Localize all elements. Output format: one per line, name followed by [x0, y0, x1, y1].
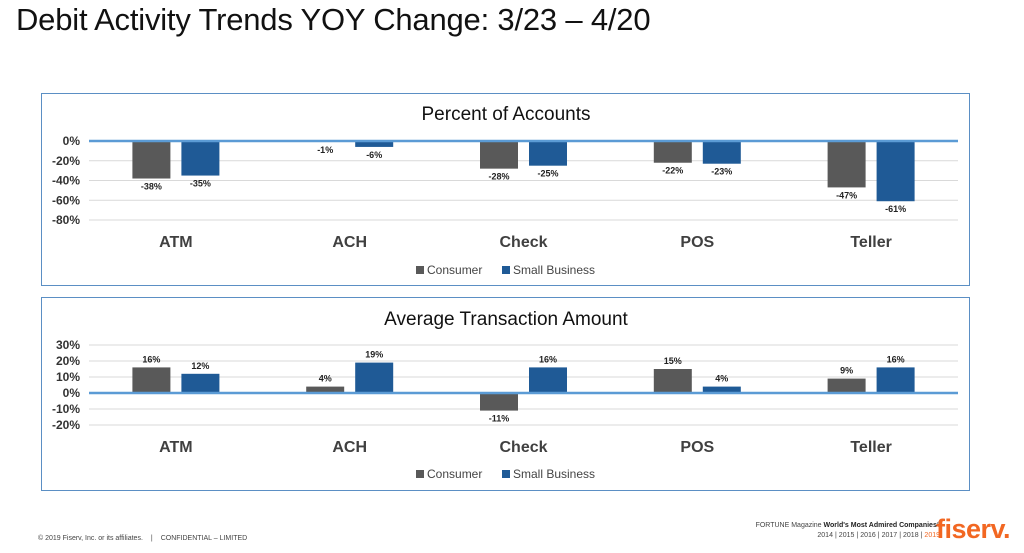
category-label: ACH — [332, 234, 367, 251]
bar-consumer — [653, 141, 692, 163]
bar-small-business — [355, 362, 394, 393]
data-label: -35% — [190, 179, 211, 189]
bar-consumer — [480, 393, 518, 411]
y-tick-label: -40% — [52, 174, 80, 188]
data-label: -38% — [141, 182, 162, 192]
legend-swatch-small-business — [502, 470, 510, 478]
y-tick-label: -20% — [52, 418, 80, 432]
chart-title: Percent of Accounts — [422, 104, 591, 125]
data-label: 4% — [715, 374, 728, 384]
category-label: ATM — [159, 439, 192, 456]
percent-of-accounts-chart: Percent of Accounts 0% -20% -40% -60% -80% -38… — [41, 93, 970, 286]
bar-small-business — [529, 367, 567, 393]
footer-separator: | — [150, 535, 153, 542]
category-label: Check — [499, 234, 547, 251]
bar-consumer — [827, 141, 866, 188]
award-year: 2014 — [817, 532, 833, 539]
slide-title: Debit Activity Trends YOY Change: 3/23 –… — [16, 2, 651, 37]
y-tick-label: 0% — [63, 386, 81, 400]
bar-small-business — [702, 141, 741, 164]
award-year: 2016 — [860, 532, 876, 539]
bar-small-business — [702, 386, 741, 393]
data-label: -22% — [662, 166, 683, 176]
y-tick-label: -60% — [52, 193, 80, 207]
fortune-bold: World's Most Admired Companies® — [823, 522, 942, 529]
avg-transaction-amount-chart: Average Transaction Amount 30% 20% 10% 0% -10… — [41, 297, 970, 491]
bar-small-business — [529, 141, 567, 166]
legend-swatch-small-business — [502, 266, 510, 274]
data-label: 4% — [319, 374, 332, 384]
bar-consumer — [653, 369, 692, 393]
bar-consumer — [480, 141, 518, 169]
award-years: 2014 | 2015 | 2016 | 2017 | 2018 | 2019 — [817, 532, 940, 539]
data-label: -6% — [366, 150, 382, 160]
data-label: -1% — [317, 145, 333, 155]
data-label: -28% — [488, 172, 509, 182]
y-tick-label: 10% — [56, 370, 80, 384]
legend-swatch-consumer — [416, 266, 424, 274]
bar-consumer — [132, 367, 171, 393]
data-label: 16% — [142, 354, 160, 364]
y-tick-label: 20% — [56, 354, 80, 368]
fortune-prefix: FORTUNE Magazine — [755, 522, 822, 529]
copyright-text: © 2019 Fiserv, Inc. or its affiliates. — [38, 535, 143, 542]
legend-label-small-business: Small Business — [513, 467, 595, 481]
data-label: -61% — [885, 204, 906, 214]
bar-small-business — [181, 373, 220, 393]
fortune-award: FORTUNE Magazine World's Most Admired Co… — [756, 521, 942, 541]
category-label: Teller — [850, 439, 892, 456]
y-tick-label: 0% — [63, 134, 81, 148]
category-label: POS — [680, 439, 714, 456]
category-label: POS — [680, 234, 714, 251]
legend-label-consumer: Consumer — [427, 467, 482, 481]
legend-label-consumer: Consumer — [427, 263, 482, 277]
bar-small-business — [181, 141, 220, 176]
data-label: -47% — [836, 190, 857, 200]
data-label: 19% — [365, 350, 383, 360]
award-year: 2019 — [924, 532, 940, 539]
data-label: 12% — [191, 361, 209, 371]
data-label: 15% — [664, 356, 682, 366]
bar-consumer — [132, 141, 171, 179]
chart-title: Average Transaction Amount — [384, 309, 628, 330]
y-tick-label: -20% — [52, 154, 80, 168]
award-year: 2015 — [838, 532, 855, 539]
data-label: -25% — [537, 169, 558, 179]
y-tick-label: -80% — [52, 213, 80, 227]
data-label: 16% — [887, 354, 905, 364]
bar-small-business — [355, 141, 394, 147]
data-label: -23% — [711, 167, 732, 177]
percent-of-accounts-svg: Percent of Accounts 0% -20% -40% -60% -80% -38… — [52, 104, 958, 277]
bar-consumer — [827, 378, 866, 393]
footer-left: © 2019 Fiserv, Inc. or its affiliates. | C… — [38, 535, 247, 542]
award-year: 2017 — [881, 532, 898, 539]
category-label: Teller — [850, 234, 892, 251]
fiserv-logo: fiserv. — [935, 514, 1011, 544]
legend-swatch-consumer — [416, 470, 424, 478]
bar-consumer — [306, 386, 345, 393]
category-label: Check — [499, 439, 547, 456]
category-label: ACH — [332, 439, 367, 456]
legend-label-small-business: Small Business — [513, 263, 595, 277]
confidential-text: CONFIDENTIAL – LIMITED — [160, 535, 248, 542]
y-tick-label: -10% — [52, 402, 80, 416]
bar-small-business — [876, 141, 915, 202]
award-year: 2018 — [903, 532, 919, 539]
data-label: -11% — [489, 414, 510, 424]
data-label: 9% — [840, 366, 853, 376]
bar-small-business — [876, 367, 915, 393]
avg-transaction-amount-svg: Average Transaction Amount 30% 20% 10% 0% -10… — [52, 309, 958, 481]
y-tick-label: 30% — [56, 338, 80, 352]
data-label: 16% — [539, 354, 557, 364]
category-label: ATM — [159, 234, 192, 251]
